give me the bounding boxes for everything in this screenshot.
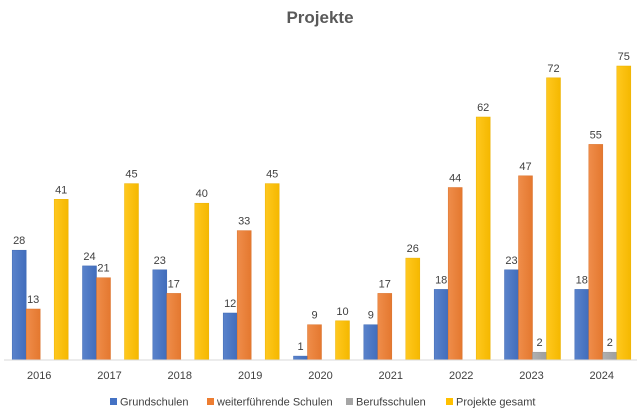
data-label-projekte-gesamt-2017: 45 (125, 169, 137, 181)
bar-grundschulen-2016 (11, 249, 27, 361)
bar-weiterf-hrende-schulen-2020 (307, 324, 322, 361)
data-label-grundschulen-2020: 1 (297, 341, 303, 353)
bar-weiterf-hrende-schulen-2022 (447, 187, 463, 361)
legend-swatch-grundschulen (110, 398, 117, 405)
bar-projekte-gesamt-2019 (264, 183, 280, 361)
chart-title: Projekte (286, 8, 353, 27)
data-label-projekte-gesamt-2016: 41 (55, 184, 67, 196)
bar-weiterf-hrende-schulen-2019 (236, 230, 252, 361)
bar-grundschulen-2022 (433, 289, 449, 361)
bar-projekte-gesamt-2022 (475, 116, 491, 361)
legend-label-weiterf-hrende-schulen: weiterführende Schulen (216, 397, 333, 409)
data-label-grundschulen-2021: 9 (368, 310, 374, 322)
category-label-2018: 2018 (168, 370, 192, 382)
bar-berufsschulen-2023 (532, 351, 547, 361)
data-label-projekte-gesamt-2020: 10 (336, 306, 348, 318)
data-label-weiterf-hrende-schulen-2017: 21 (97, 263, 109, 275)
data-label-grundschulen-2022: 18 (435, 274, 447, 286)
data-label-weiterf-hrende-schulen-2022: 44 (449, 173, 461, 185)
data-label-berufsschulen-2024: 2 (607, 337, 613, 349)
category-label-2024: 2024 (590, 370, 614, 382)
data-label-projekte-gesamt-2019: 45 (266, 169, 278, 181)
category-label-2016: 2016 (27, 370, 51, 382)
bar-weiterf-hrende-schulen-2016 (25, 308, 41, 361)
category-label-2020: 2020 (308, 370, 332, 382)
data-label-weiterf-hrende-schulen-2019: 33 (238, 216, 250, 228)
bar-berufsschulen-2024 (602, 351, 618, 361)
bar-grundschulen-2023 (504, 269, 519, 361)
category-label-2023: 2023 (519, 370, 543, 382)
bar-projekte-gesamt-2018 (194, 202, 210, 361)
data-label-projekte-gesamt-2024: 75 (618, 51, 630, 63)
bar-projekte-gesamt-2020 (335, 320, 350, 361)
data-label-projekte-gesamt-2021: 26 (407, 243, 419, 255)
bar-grundschulen-2021 (363, 324, 379, 361)
legend-swatch-berufsschulen (346, 398, 353, 405)
bar-weiterf-hrende-schulen-2023 (518, 175, 533, 361)
category-label-2019: 2019 (238, 370, 262, 382)
data-label-weiterf-hrende-schulen-2020: 9 (311, 310, 317, 322)
data-label-grundschulen-2023: 23 (505, 255, 517, 267)
data-label-grundschulen-2016: 28 (13, 235, 25, 247)
bar-grundschulen-2017 (82, 265, 97, 361)
bar-projekte-gesamt-2016 (53, 199, 69, 361)
bar-grundschulen-2019 (222, 312, 238, 361)
data-label-projekte-gesamt-2023: 72 (547, 63, 559, 75)
legend-swatch-weiterf-hrende-schulen (207, 398, 214, 405)
bar-weiterf-hrende-schulen-2024 (588, 144, 604, 361)
bar-projekte-gesamt-2023 (546, 77, 561, 361)
category-label-2022: 2022 (449, 370, 473, 382)
category-labels: 2016 2017 2018 2019 2020 2021 2022 2023 2024 (27, 370, 614, 382)
data-label-projekte-gesamt-2022: 62 (477, 102, 489, 114)
data-label-grundschulen-2018: 23 (154, 255, 166, 267)
bar-grundschulen-2018 (152, 269, 168, 361)
data-label-grundschulen-2017: 24 (83, 251, 95, 263)
bar-weiterf-hrende-schulen-2018 (166, 293, 182, 361)
data-label-grundschulen-2019: 12 (224, 298, 236, 310)
data-label-weiterf-hrende-schulen-2024: 55 (590, 129, 602, 141)
bar-grundschulen-2020 (293, 355, 308, 361)
category-label-2021: 2021 (379, 370, 403, 382)
legend-label-berufsschulen: Berufsschulen (356, 397, 426, 409)
category-label-2017: 2017 (97, 370, 121, 382)
bar-projekte-gesamt-2024 (616, 65, 632, 361)
legend-label-projekte-gesamt: Projekte gesamt (456, 397, 535, 409)
bar-projekte-gesamt-2017 (124, 183, 139, 361)
bar-weiterf-hrende-schulen-2017 (96, 277, 111, 361)
data-label-berufsschulen-2023: 2 (536, 337, 542, 349)
data-label-weiterf-hrende-schulen-2018: 17 (168, 278, 180, 290)
bar-grundschulen-2024 (574, 289, 590, 361)
data-label-grundschulen-2024: 18 (576, 274, 588, 286)
bar-projekte-gesamt-2021 (405, 257, 421, 361)
bar-weiterf-hrende-schulen-2021 (377, 293, 393, 361)
data-label-weiterf-hrende-schulen-2016: 13 (27, 294, 39, 306)
legend: Grundschulen weiterführende Schulen Berufs… (110, 397, 535, 409)
legend-swatch-projekte-gesamt (446, 398, 453, 405)
data-label-projekte-gesamt-2018: 40 (196, 188, 208, 200)
legend-label-grundschulen: Grundschulen (120, 397, 189, 409)
data-label-weiterf-hrende-schulen-2021: 17 (379, 278, 391, 290)
data-label-weiterf-hrende-schulen-2023: 47 (519, 161, 531, 173)
